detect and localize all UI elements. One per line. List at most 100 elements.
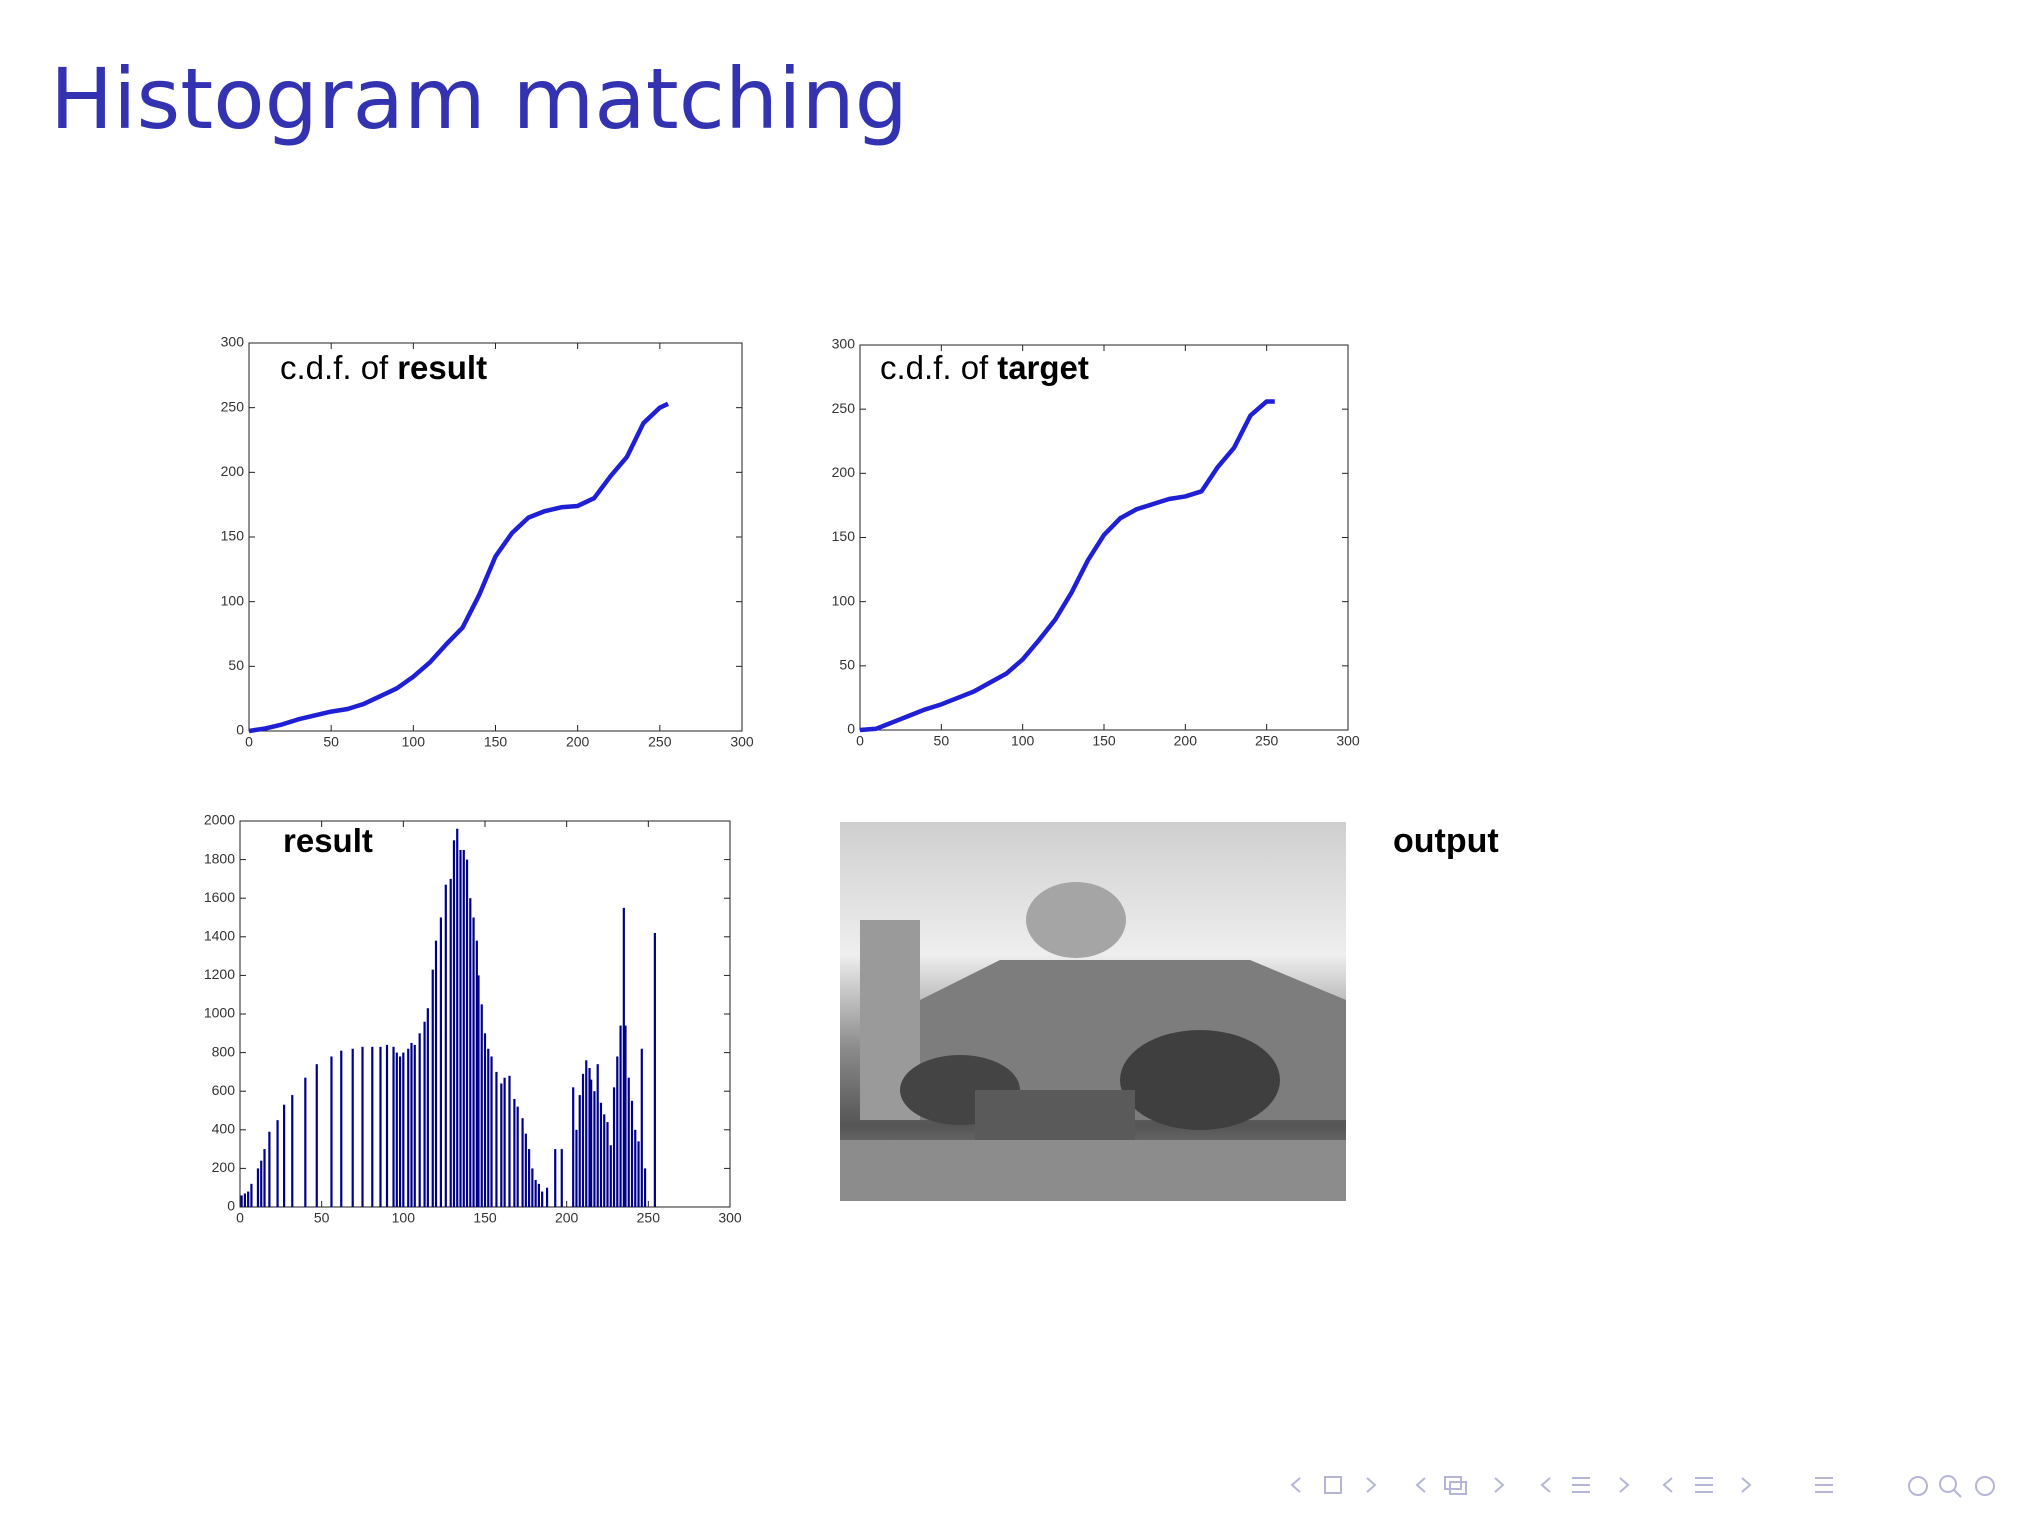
bar: [560, 1149, 563, 1207]
bar: [304, 1077, 307, 1207]
x-tick-label: 150: [484, 734, 508, 750]
bar: [398, 1056, 402, 1207]
bar: [291, 1095, 294, 1207]
y-tick-label: 250: [221, 398, 245, 414]
bar: [596, 1064, 599, 1207]
bar: [609, 1145, 612, 1207]
bar: [395, 1052, 398, 1207]
bar: [612, 1087, 616, 1207]
bar: [513, 1098, 516, 1207]
x-tick-label: 300: [730, 734, 754, 750]
chart: 0 50 100 150 200 250 300 0 50 100 150 200 250 300 c.d.…: [221, 334, 754, 750]
bar: [247, 1191, 250, 1207]
bar: [426, 1008, 429, 1207]
x-tick-label: 50: [314, 1210, 330, 1226]
bar: [480, 1004, 483, 1207]
bar: [330, 1056, 333, 1207]
bar: [534, 1179, 537, 1207]
bar: [243, 1193, 246, 1207]
cdf-line: [248, 401, 670, 734]
y-tick-label: 1800: [204, 850, 235, 866]
chart-title-emphasis: target: [997, 349, 1089, 386]
x-tick-label: 0: [236, 1210, 244, 1226]
y-tick-label: 0: [236, 722, 244, 738]
bar: [622, 907, 625, 1207]
bar: [462, 849, 465, 1207]
y-tick-label: 100: [832, 592, 856, 608]
y-tick-label: 600: [212, 1082, 236, 1098]
x-tick-label: 0: [245, 734, 253, 750]
y-tick-label: 200: [832, 464, 856, 480]
bar: [500, 1083, 503, 1207]
chart-title-emphasis: result: [283, 822, 373, 859]
bar: [640, 1048, 643, 1207]
bar: [340, 1050, 343, 1207]
y-tick-label: 200: [221, 463, 245, 479]
bar: [572, 1087, 575, 1207]
chart-title: c.d.f. of result: [280, 349, 487, 386]
bar: [475, 940, 478, 1207]
y-tick-label: 300: [832, 336, 856, 352]
bar: [385, 1044, 389, 1207]
x-tick-label: 200: [1174, 733, 1198, 749]
y-tick-label: 1200: [204, 966, 235, 982]
bar: [250, 1183, 253, 1207]
bar: [516, 1106, 519, 1207]
bar: [578, 1095, 581, 1207]
x-tick-label: 150: [473, 1210, 497, 1226]
y-tick-label: 50: [839, 657, 855, 673]
bar: [423, 1021, 426, 1207]
x-tick-label: 150: [1092, 733, 1116, 749]
chart-title-emphasis: result: [397, 349, 487, 386]
y-tick-label: 1000: [204, 1005, 235, 1021]
bar: [490, 1056, 493, 1207]
bar: [537, 1183, 540, 1207]
nav-icons: [1290, 1475, 1995, 1498]
bar: [361, 1046, 364, 1207]
bar: [439, 917, 442, 1207]
bar: [630, 1100, 634, 1207]
bar: [503, 1077, 506, 1207]
chart-title-text: c.d.f. of: [280, 349, 389, 386]
bar: [449, 878, 452, 1207]
bar: [456, 828, 459, 1207]
bar: [554, 1149, 557, 1207]
cdf-line: [859, 399, 1275, 733]
bar: [575, 1129, 578, 1207]
bar: [407, 1048, 410, 1207]
bar: [256, 1168, 260, 1207]
bar: [653, 932, 656, 1207]
bar: [599, 1102, 603, 1207]
bar: [371, 1046, 374, 1207]
x-tick-label: 100: [402, 734, 426, 750]
bar: [508, 1075, 511, 1207]
bar: [588, 1068, 591, 1207]
bar: [627, 1077, 630, 1207]
chart: 0 50 100 150 200 250 300 0 50 100 150 200 250 300 c.d.…: [832, 336, 1360, 749]
bar: [469, 898, 472, 1207]
y-tick-label: 800: [212, 1043, 236, 1059]
bar: [637, 1141, 640, 1207]
x-tick-label: 250: [648, 734, 672, 750]
bar: [418, 1033, 421, 1207]
chart-title: c.d.f. of target: [880, 349, 1089, 386]
bar: [392, 1046, 395, 1207]
bar: [402, 1052, 405, 1207]
x-tick-label: 200: [555, 1210, 579, 1226]
bar: [410, 1042, 413, 1207]
bar: [283, 1104, 286, 1207]
bar: [379, 1046, 382, 1207]
y-tick-label: 50: [228, 657, 244, 673]
y-tick-label: 0: [847, 721, 855, 737]
bar: [276, 1120, 279, 1207]
bar: [606, 1122, 609, 1207]
bar: [528, 1149, 531, 1207]
bar: [541, 1191, 544, 1207]
x-tick-label: 100: [392, 1210, 416, 1226]
chart-title: result: [283, 822, 373, 859]
y-tick-label: 1400: [204, 928, 235, 944]
y-tick-label: 2000: [204, 812, 235, 828]
bar: [472, 917, 475, 1207]
bar: [616, 1056, 619, 1207]
bar: [477, 975, 480, 1207]
